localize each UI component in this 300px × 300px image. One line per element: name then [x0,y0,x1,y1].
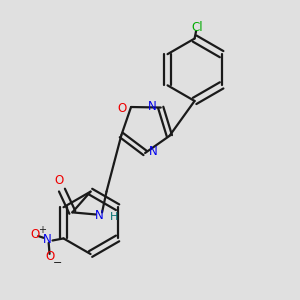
Text: −: − [53,258,62,268]
Text: H: H [110,212,118,222]
Text: N: N [149,145,158,158]
Text: Cl: Cl [192,21,203,34]
Text: O: O [30,228,39,242]
Text: O: O [54,174,64,187]
Text: O: O [117,102,126,115]
Text: N: N [148,100,157,112]
Text: O: O [45,250,54,263]
Text: N: N [43,232,52,245]
Text: +: + [38,225,46,235]
Text: N: N [95,209,103,222]
